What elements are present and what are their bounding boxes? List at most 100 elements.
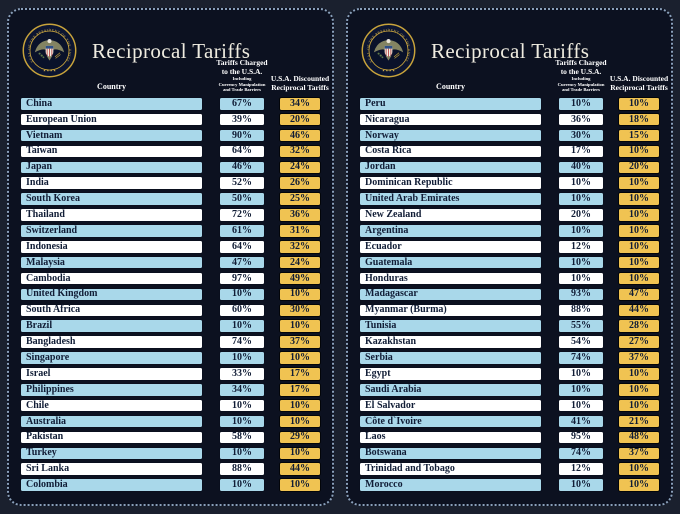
- table-row: Thailand 72% 36%: [20, 208, 321, 222]
- table-row: Philippines 34% 17%: [20, 383, 321, 397]
- table-row: Singapore 10% 10%: [20, 351, 321, 365]
- charged-cell: 10%: [558, 398, 604, 413]
- country-cell: Dominican Republic: [359, 176, 542, 190]
- charged-cell: 88%: [558, 303, 604, 318]
- charged-cell: 40%: [558, 160, 604, 175]
- country-cell: New Zealand: [359, 208, 542, 222]
- panel-title: Reciprocal Tariffs: [92, 39, 251, 63]
- discount-cell: 29%: [279, 430, 321, 445]
- charged-cell: 34%: [219, 383, 265, 397]
- table-row: Vietnam 90% 46%: [20, 128, 321, 143]
- charged-cell: 10%: [558, 176, 604, 190]
- presidential-seal-icon: SEAL OF THE PRESIDENT OF THE UNITED STAT…: [22, 23, 77, 78]
- discount-cell: 49%: [279, 271, 321, 286]
- table-row: Sri Lanka 88% 44%: [20, 462, 321, 476]
- country-cell: Australia: [20, 414, 203, 429]
- country-cell: Philippines: [20, 383, 203, 397]
- country-cell: Thailand: [20, 208, 203, 222]
- rows: China 67% 34% European Union 39% 20% Vietnam 90…: [20, 97, 321, 492]
- country-cell: Costa Rica: [359, 144, 542, 159]
- charged-cell: 10%: [558, 271, 604, 286]
- table-row: Australia 10% 10%: [20, 414, 321, 429]
- table-row: Ecuador 12% 10%: [359, 240, 660, 254]
- table-row: Colombia 10% 10%: [20, 478, 321, 492]
- discount-cell: 10%: [618, 224, 660, 238]
- eagle-icon: [373, 38, 404, 61]
- charged-cell: 54%: [558, 335, 604, 349]
- table-row: Cambodia 97% 49%: [20, 271, 321, 286]
- table-row: Saudi Arabia 10% 10%: [359, 383, 660, 397]
- discount-cell: 30%: [279, 303, 321, 318]
- table-row: Botswana 74% 37%: [359, 446, 660, 461]
- table-row: El Salvador 10% 10%: [359, 398, 660, 413]
- table-row: Egypt 10% 10%: [359, 367, 660, 381]
- discount-cell: 32%: [279, 240, 321, 254]
- table-row: Indonesia 64% 32%: [20, 240, 321, 254]
- country-cell: Israel: [20, 367, 203, 381]
- country-cell: Colombia: [20, 478, 203, 492]
- discount-cell: 10%: [618, 97, 660, 111]
- country-cell: Laos: [359, 430, 542, 445]
- table-row: Dominican Republic 10% 10%: [359, 176, 660, 190]
- table-row: Costa Rica 17% 10%: [359, 144, 660, 159]
- table-row: New Zealand 20% 10%: [359, 208, 660, 222]
- table-row: United Kingdom 10% 10%: [20, 287, 321, 302]
- charged-cell: 10%: [219, 478, 265, 492]
- table-row: Taiwan 64% 32%: [20, 144, 321, 159]
- table-row: Laos 95% 48%: [359, 430, 660, 445]
- country-cell: European Union: [20, 112, 203, 127]
- table-row: Nicaragua 36% 18%: [359, 112, 660, 127]
- table-row: Honduras 10% 10%: [359, 271, 660, 286]
- country-column-header: Country: [436, 82, 465, 91]
- discount-cell: 24%: [279, 255, 321, 270]
- country-cell: Malaysia: [20, 255, 203, 270]
- discount-cell: 10%: [279, 319, 321, 333]
- tariff-panel-right: SEAL OF THE PRESIDENT OF THE UNITED STAT…: [346, 8, 673, 506]
- country-cell: Norway: [359, 128, 542, 143]
- country-cell: Brazil: [20, 319, 203, 333]
- country-cell: Trinidad and Tobago: [359, 462, 542, 476]
- country-cell: Honduras: [359, 271, 542, 286]
- charged-cell: 74%: [558, 351, 604, 365]
- table-row: Argentina 10% 10%: [359, 224, 660, 238]
- country-cell: Morocco: [359, 478, 542, 492]
- charged-cell: 10%: [219, 287, 265, 302]
- charged-cell: 33%: [219, 367, 265, 381]
- table-row: Serbia 74% 37%: [359, 351, 660, 365]
- charged-cell: 95%: [558, 430, 604, 445]
- discount-cell: 32%: [279, 144, 321, 159]
- discount-cell: 10%: [618, 367, 660, 381]
- country-cell: Côte d`Ivoire: [359, 414, 542, 429]
- charged-cell: 30%: [558, 128, 604, 143]
- charged-cell: 72%: [219, 208, 265, 222]
- discount-cell: 20%: [618, 160, 660, 175]
- table-row: Kazakhstan 54% 27%: [359, 335, 660, 349]
- country-cell: Pakistan: [20, 430, 203, 445]
- charged-cell: 97%: [219, 271, 265, 286]
- charged-cell: 52%: [219, 176, 265, 190]
- charged-cell: 10%: [558, 97, 604, 111]
- discount-cell: 21%: [618, 414, 660, 429]
- column-headers: Country Tariffs Charged to the U.S.A. In…: [20, 58, 329, 92]
- discount-cell: 17%: [279, 383, 321, 397]
- discount-cell: 48%: [618, 430, 660, 445]
- charged-cell: 20%: [558, 208, 604, 222]
- discount-cell: 26%: [279, 176, 321, 190]
- discount-cell: 27%: [618, 335, 660, 349]
- charged-column-header: Tariffs Charged to the U.S.A. Including …: [216, 58, 268, 92]
- table-row: Brazil 10% 10%: [20, 319, 321, 333]
- country-cell: United Arab Emirates: [359, 192, 542, 206]
- charged-cell: 36%: [558, 112, 604, 127]
- discount-cell: 15%: [618, 128, 660, 143]
- discount-cell: 31%: [279, 224, 321, 238]
- charged-cell: 50%: [219, 192, 265, 206]
- charged-cell: 10%: [558, 367, 604, 381]
- charged-cell: 10%: [558, 478, 604, 492]
- charged-cell: 60%: [219, 303, 265, 318]
- discount-cell: 10%: [618, 383, 660, 397]
- discount-cell: 10%: [279, 478, 321, 492]
- table-row: European Union 39% 20%: [20, 112, 321, 127]
- table-row: South Korea 50% 25%: [20, 192, 321, 206]
- table-row: Trinidad and Tobago 12% 10%: [359, 462, 660, 476]
- table-row: Bangladesh 74% 37%: [20, 335, 321, 349]
